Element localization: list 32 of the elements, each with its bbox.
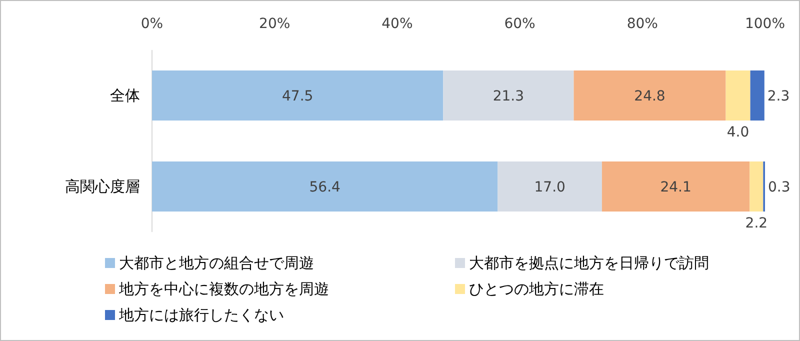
data-label: 47.5	[282, 88, 314, 104]
y-tick-label: 全体	[110, 86, 140, 104]
x-tick-label: 60%	[504, 16, 536, 32]
bar	[602, 161, 750, 212]
bar	[750, 161, 764, 212]
x-tick-label: 20%	[259, 16, 290, 32]
legend-label: ひとつの地方に滞在	[469, 280, 604, 298]
bar	[750, 70, 764, 121]
data-label: 24.1	[660, 180, 692, 196]
legend-label: 地方を中心に複数の地方を周遊	[118, 280, 329, 298]
bar	[152, 70, 444, 121]
data-label: 17.0	[534, 180, 566, 196]
y-tick-label: 高関心度層	[65, 178, 140, 196]
bar	[152, 161, 498, 212]
bar	[498, 161, 602, 212]
data-label: 56.4	[309, 180, 341, 196]
legend-label: 大都市を拠点に地方を日帰りで訪問	[469, 254, 709, 272]
data-label: 2.2	[745, 216, 768, 232]
legend-label: 大都市と地方の組合せで周遊	[119, 254, 314, 272]
data-label: 2.3	[767, 88, 790, 104]
x-tick-label: 100%	[744, 16, 786, 32]
bar	[574, 70, 726, 121]
x-tick-label: 40%	[382, 16, 413, 32]
data-label: 4.0	[726, 124, 750, 141]
x-tick-label: 80%	[626, 16, 658, 32]
bar	[726, 70, 750, 121]
data-label: 24.8	[634, 88, 666, 104]
data-label: 21.3	[492, 88, 524, 104]
data-label: 0.3	[768, 180, 790, 196]
legend-label: 地方には旅行したくない	[118, 306, 284, 324]
bar	[443, 70, 574, 121]
x-tick-label: 0%	[140, 16, 164, 32]
